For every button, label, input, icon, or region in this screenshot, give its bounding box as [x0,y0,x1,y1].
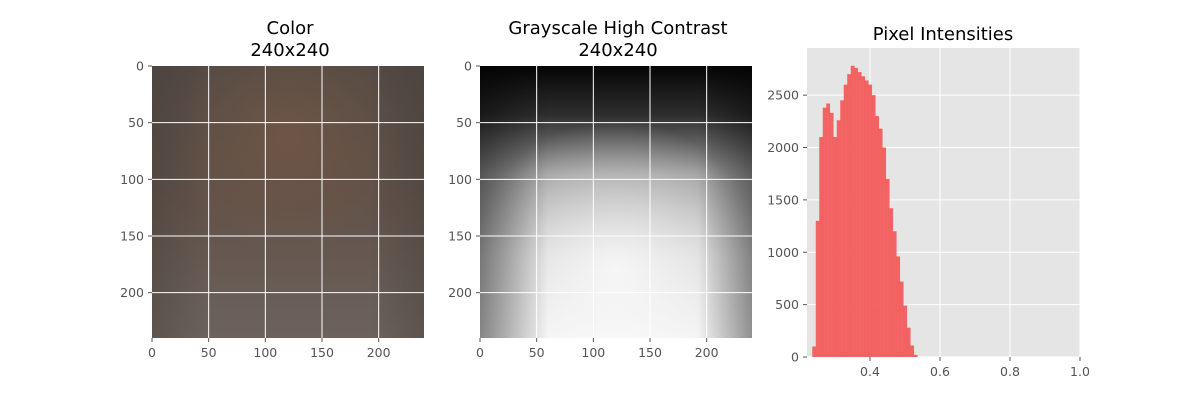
histogram-title: Pixel Intensities [873,24,1014,45]
hist-y-tick-label-0: 0 [791,350,799,365]
histogram-bar [840,100,845,358]
histogram-bar [875,116,880,357]
histogram-bar [910,345,915,357]
histogram-bar [861,76,866,357]
color-panel-subtitle: 240x240 [250,40,329,61]
y-tick-label-4: 200 [120,285,144,300]
x-tick-label-4: 200 [367,345,391,360]
x-tick-label-1: 50 [201,345,217,360]
color-image-ticks: 0 50 100 150 200 0 50 100 150 200 [120,59,391,361]
y-tick-label-0: 0 [136,59,144,74]
hist-x-tick-label-1: 0.6 [930,364,950,379]
histogram-bar [826,103,831,357]
x-tick-label-1: 50 [529,345,545,360]
histogram-ticks: 0.4 0.6 0.8 1.0 0 500 1000 1500 2000 2500 [767,88,1090,379]
histogram-bar [885,178,890,357]
histogram-bar [843,84,848,358]
x-tick-label-0: 0 [476,345,484,360]
grayscale-image-panel: Grayscale High Contrast 240x240 0 50 100 15… [448,18,752,360]
hist-y-tick-label-5: 2500 [767,88,799,103]
histogram-bar [815,220,820,357]
x-tick-label-4: 200 [695,345,719,360]
hist-y-tick-label-2: 1000 [767,245,799,260]
hist-y-tick-label-4: 2000 [767,140,799,155]
histogram-bar [899,281,904,357]
histogram-bars [812,65,918,358]
histogram-bar [882,147,887,357]
histogram-bar [833,137,838,357]
y-tick-label-2: 100 [448,172,472,187]
hist-x-tick-label-0: 0.4 [860,364,880,379]
x-tick-label-2: 100 [253,345,277,360]
x-tick-label-3: 150 [638,345,662,360]
histogram-bar [857,72,862,357]
histogram-bar [871,95,876,357]
grayscale-panel-title: Grayscale High Contrast [508,18,727,39]
grayscale-image-ticks: 0 50 100 150 200 0 50 100 150 200 [448,59,719,361]
histogram-bar [836,120,841,358]
x-tick-label-2: 100 [581,345,605,360]
y-tick-label-2: 100 [120,172,144,187]
histogram-bar [850,65,855,358]
y-tick-label-1: 50 [128,115,144,130]
histogram-bar [892,231,897,357]
grayscale-panel-subtitle: 240x240 [578,40,657,61]
y-tick-label-3: 150 [120,229,144,244]
histogram-bar [868,84,873,358]
grayscale-image-vignette [480,66,752,338]
hist-x-tick-label-3: 1.0 [1070,364,1090,379]
histogram-bar [878,128,883,357]
histogram-bar [822,107,827,358]
color-image-grid [152,66,424,338]
y-tick-label-0: 0 [464,59,472,74]
histogram-bar [812,346,817,357]
histogram-bar [903,305,908,357]
y-tick-label-1: 50 [456,115,472,130]
histogram-bar [864,80,869,357]
histogram-bar [906,327,911,357]
x-tick-label-3: 150 [310,345,334,360]
color-image-vignette [152,66,424,338]
hist-y-tick-label-3: 1500 [767,192,799,207]
histogram-bar [847,74,852,358]
y-tick-label-3: 150 [448,229,472,244]
histogram-bar [889,208,894,357]
histogram-bar [854,67,859,357]
histogram-bar [913,354,918,357]
y-tick-label-4: 200 [448,285,472,300]
histogram-bar [819,137,824,357]
histogram-bar [829,112,834,357]
color-panel-title: Color [267,18,315,39]
histogram-bar [896,256,901,357]
hist-x-tick-label-2: 0.8 [1000,364,1020,379]
histogram-panel: Pixel Intensities 0.4 0.6 0.8 1.0 0 500 1000 15… [767,24,1090,379]
color-image-panel: Color 240x240 0 50 100 150 200 0 50 100 150 200 [120,18,424,360]
grayscale-image-grid [480,66,752,338]
x-tick-label-0: 0 [148,345,156,360]
hist-y-tick-label-1: 500 [775,297,799,312]
